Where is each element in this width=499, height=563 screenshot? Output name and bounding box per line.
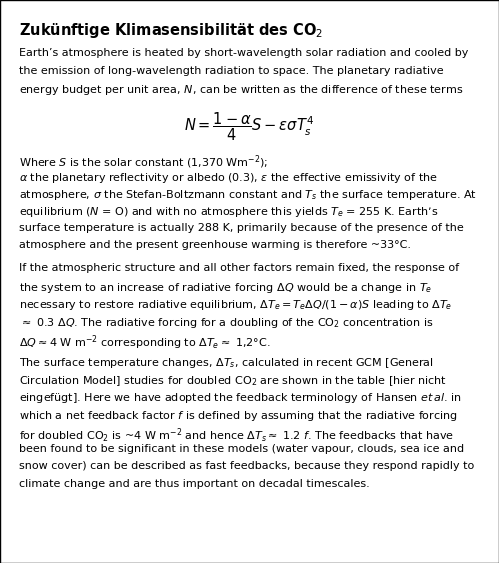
Text: The surface temperature changes, $\Delta T_s$, calculated in recent GCM [General: The surface temperature changes, $\Delta… [19,356,434,370]
Text: the emission of long-wavelength radiation to space. The planetary radiative: the emission of long-wavelength radiatio… [19,66,444,76]
Text: surface temperature is actually 288 K, primarily because of the presence of the: surface temperature is actually 288 K, p… [19,223,464,233]
Text: been found to be significant in these models (water vapour, clouds, sea ice and: been found to be significant in these mo… [19,444,464,454]
Text: If the atmospheric structure and all other factors remain fixed, the response of: If the atmospheric structure and all oth… [19,263,459,274]
Text: the system to an increase of radiative forcing $\Delta Q$ would be a change in $: the system to an increase of radiative f… [19,281,432,295]
Text: Circulation Model] studies for doubled CO$_2$ are shown in the table [hier nicht: Circulation Model] studies for doubled C… [19,374,447,388]
Text: $\alpha$ the planetary reflectivity or albedo (0.3), $\varepsilon$ the effective: $\alpha$ the planetary reflectivity or a… [19,171,438,185]
Text: eingefügt]. Here we have adopted the feedback terminology of Hansen $et\,al$. in: eingefügt]. Here we have adopted the fee… [19,391,462,405]
Text: atmosphere, $\sigma$ the Stefan-Boltzmann constant and $T_s$ the surface tempera: atmosphere, $\sigma$ the Stefan-Boltzman… [19,188,477,202]
Text: $\approx$ 0.3 $\Delta Q$. The radiative forcing for a doubling of the CO$_2$ con: $\approx$ 0.3 $\Delta Q$. The radiative … [19,316,433,330]
Text: which a net feedback factor $f$ is defined by assuming that the radiative forcin: which a net feedback factor $f$ is defin… [19,409,458,423]
Text: Earth’s atmosphere is heated by short-wavelength solar radiation and cooled by: Earth’s atmosphere is heated by short-wa… [19,48,469,59]
Text: equilibrium ($N$ = O) and with no atmosphere this yields $T_e$ = 255 K. Earth’s: equilibrium ($N$ = O) and with no atmosp… [19,205,439,220]
Text: Zukünftige Klimasensibilität des CO$_2$: Zukünftige Klimasensibilität des CO$_2$ [19,21,323,41]
Text: necessary to restore radiative equilibrium, $\Delta T_e = T_e\Delta Q/(1 - \alph: necessary to restore radiative equilibri… [19,298,452,312]
Text: climate change and are thus important on decadal timescales.: climate change and are thus important on… [19,479,370,489]
Text: snow cover) can be described as fast feedbacks, because they respond rapidly to: snow cover) can be described as fast fee… [19,461,474,471]
Text: Where $S$ is the solar constant (1,370 Wm$^{-2}$);: Where $S$ is the solar constant (1,370 W… [19,153,268,171]
Text: energy budget per unit area, $N$, can be written as the difference of these term: energy budget per unit area, $N$, can be… [19,83,463,97]
Text: $\Delta Q \approx 4$ W m$^{-2}$ corresponding to $\Delta T_e \approx$ 1,2°C.: $\Delta Q \approx 4$ W m$^{-2}$ correspo… [19,333,270,352]
Text: atmosphere and the present greenhouse warming is therefore ~33°C.: atmosphere and the present greenhouse wa… [19,240,411,251]
Text: $N = \dfrac{1-\alpha}{4}S - \varepsilon\sigma T_s^4$: $N = \dfrac{1-\alpha}{4}S - \varepsilon\… [185,111,314,144]
Text: for doubled CO$_2$ is ~4 W m$^{-2}$ and hence $\Delta T_s \approx$ 1.2 $f$. The : for doubled CO$_2$ is ~4 W m$^{-2}$ and … [19,426,454,445]
